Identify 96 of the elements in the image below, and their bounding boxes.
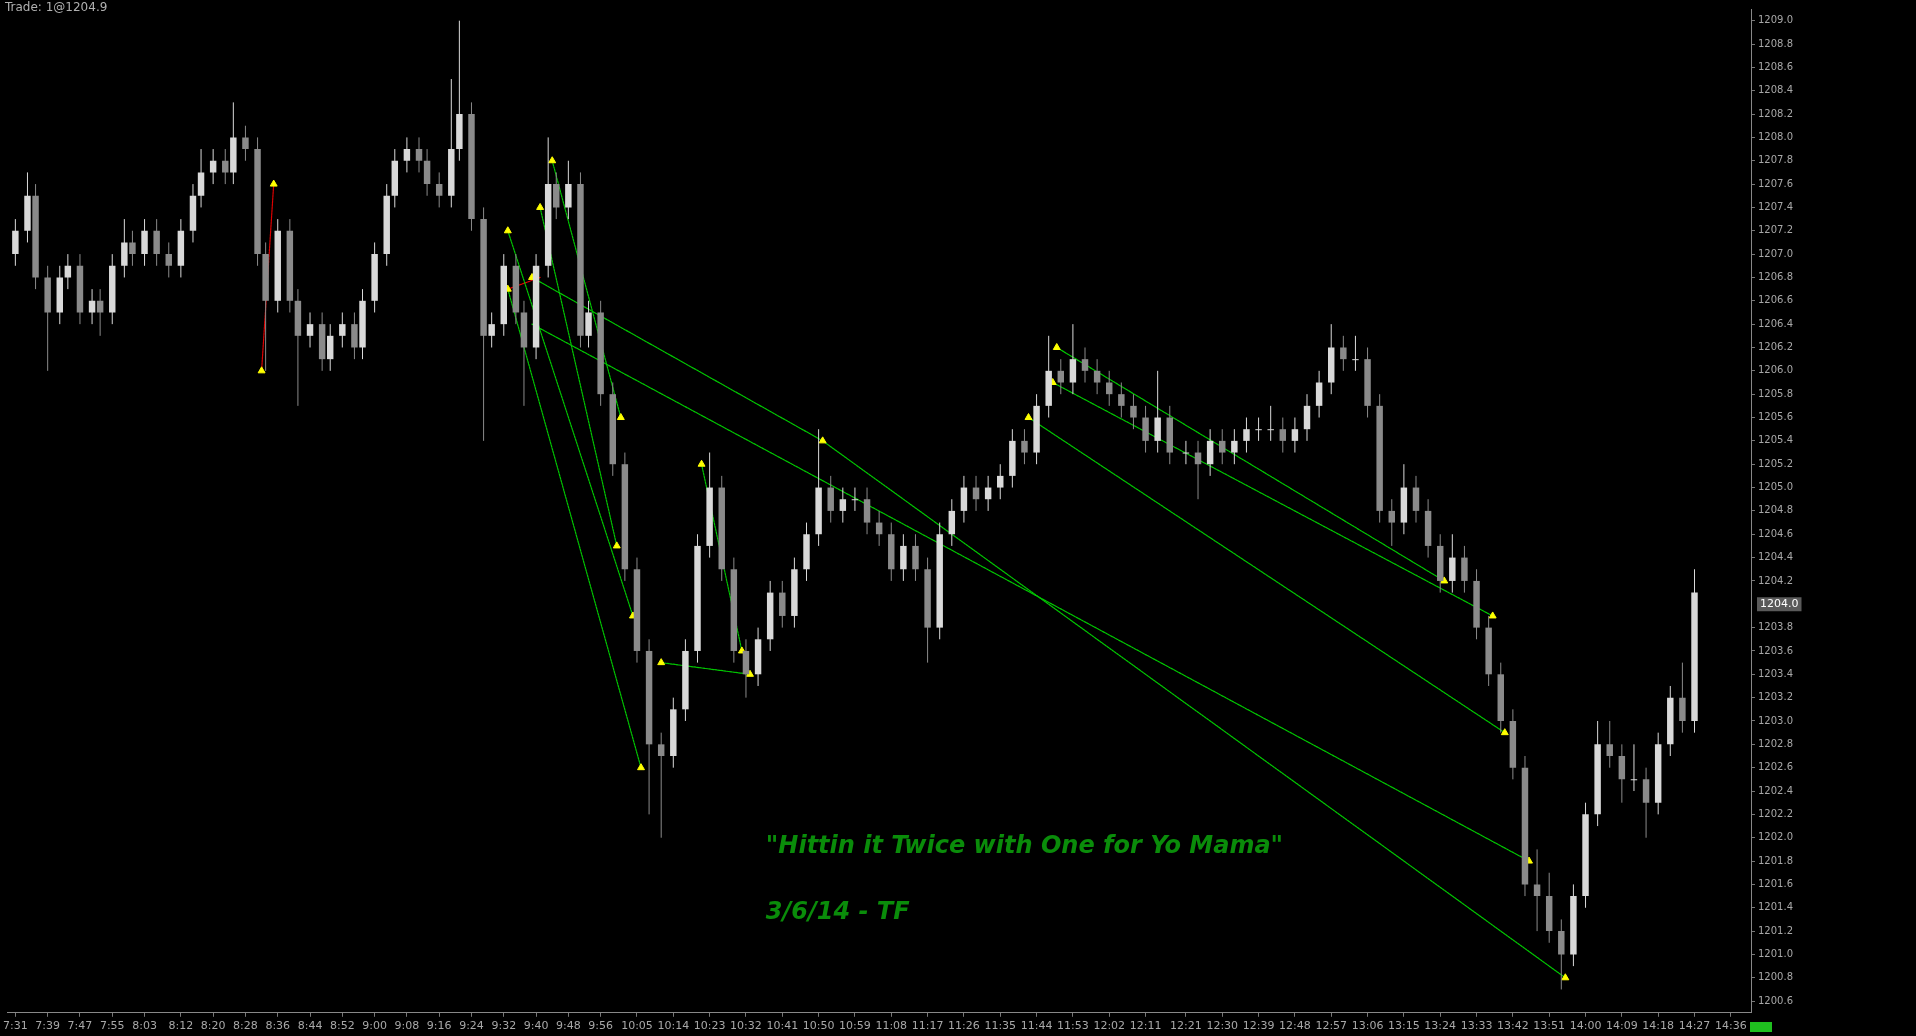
x-tick-label: 7:47 <box>67 1019 93 1033</box>
y-tick-label: 1205.2 <box>1758 457 1794 469</box>
x-tick-label: 11:35 <box>984 1019 1017 1033</box>
y-tick-label: 1204.2 <box>1758 574 1794 586</box>
x-tick-label: 7:55 <box>99 1019 125 1033</box>
y-tick-label: 1208.6 <box>1758 60 1794 72</box>
x-tick-label: 10:23 <box>693 1019 726 1033</box>
annotation: Trade: 1@1204.9 <box>4 0 108 15</box>
x-tick-label: 10:32 <box>730 1019 762 1033</box>
y-tick-label: 1208.0 <box>1758 130 1794 142</box>
y-tick-label: 1201.8 <box>1758 854 1794 866</box>
x-tick-label: 11:17 <box>911 1019 944 1033</box>
x-tick-label: 9:08 <box>394 1019 420 1033</box>
x-tick-label: 7:39 <box>35 1019 61 1033</box>
y-tick-label: 1200.6 <box>1758 994 1794 1006</box>
x-tick-label: 13:33 <box>1460 1019 1493 1033</box>
y-tick-label: 1202.0 <box>1758 831 1794 843</box>
y-tick-label: 1200.8 <box>1758 971 1794 983</box>
x-tick-label: 9:00 <box>362 1019 387 1033</box>
x-tick-label: 13:51 <box>1533 1019 1566 1033</box>
x-tick-label: 11:08 <box>875 1019 908 1033</box>
x-tick-label: 9:24 <box>459 1019 484 1033</box>
text: "Hittin it Twice with One for Yo Mama" <box>765 831 1284 860</box>
x-tick-label: 12:48 <box>1279 1019 1311 1033</box>
x-tick-label: 14:18 <box>1642 1019 1675 1033</box>
y-tick-label: 1206.2 <box>1758 341 1794 353</box>
x-tick-label: 10:05 <box>621 1019 653 1033</box>
x-tick-label: 12:02 <box>1093 1019 1126 1033</box>
x-tick-label: 8:03 <box>132 1019 157 1033</box>
x-tick-label: 8:12 <box>168 1019 194 1033</box>
x-tick-label: 11:26 <box>948 1019 980 1033</box>
y-tick-label: 1202.6 <box>1758 761 1794 773</box>
x-tick-label: 8:52 <box>329 1019 355 1033</box>
x-tick-label: 14:36 <box>1714 1019 1747 1033</box>
y-tick-label: 1201.0 <box>1758 948 1794 960</box>
text: 1204.0 <box>1760 597 1799 611</box>
y-tick-label: 1206.6 <box>1758 294 1794 306</box>
y-tick-label: 1202.8 <box>1758 737 1794 749</box>
x-tick-label: 12:57 <box>1315 1019 1348 1033</box>
y-tick-label: 1206.0 <box>1758 364 1794 376</box>
x-tick-label: 13:42 <box>1497 1019 1529 1033</box>
y-tick-label: 1207.2 <box>1758 224 1794 236</box>
x-tick-label: 8:28 <box>233 1019 258 1033</box>
y-tick-label: 1209.0 <box>1758 14 1794 26</box>
y-tick-label: 1207.6 <box>1758 177 1794 189</box>
y-tick-label: 1201.4 <box>1758 901 1794 913</box>
x-tick-label: 11:44 <box>1020 1019 1053 1033</box>
y-tick-label: 1205.8 <box>1758 387 1794 399</box>
y-tick-label: 1203.2 <box>1758 691 1794 703</box>
y-tick-label: 1208.8 <box>1758 37 1794 49</box>
y-tick-label: 1208.4 <box>1758 84 1794 96</box>
x-tick-label: 9:40 <box>523 1019 549 1033</box>
x-tick-label: 9:16 <box>426 1019 452 1033</box>
x-tick-label: 12:21 <box>1170 1019 1202 1033</box>
x-tick-label: 11:53 <box>1057 1019 1089 1033</box>
y-tick-label: 1204.8 <box>1758 504 1794 516</box>
x-tick-label: 10:50 <box>802 1019 835 1033</box>
y-tick-label: 1206.8 <box>1758 271 1794 283</box>
y-tick-label: 1205.6 <box>1758 411 1794 423</box>
y-tick-label: 1207.8 <box>1758 154 1794 166</box>
x-tick-label: 12:30 <box>1206 1019 1239 1033</box>
x-tick-label: 9:32 <box>491 1019 517 1033</box>
y-tick-label: 1201.6 <box>1758 878 1794 889</box>
y-tick-label: 1203.4 <box>1758 667 1794 679</box>
x-tick-label: 12:39 <box>1242 1019 1275 1033</box>
y-tick-label: 1202.4 <box>1758 784 1794 796</box>
y-tick-label: 1203.8 <box>1758 621 1794 633</box>
x-tick-label: 8:44 <box>297 1019 323 1033</box>
x-tick-label: 10:59 <box>839 1019 871 1033</box>
x-tick-label: 14:09 <box>1605 1019 1638 1033</box>
y-tick-label: 1204.6 <box>1758 527 1794 539</box>
y-tick-label: 1205.0 <box>1758 481 1794 493</box>
y-tick-label: 1207.4 <box>1758 201 1794 213</box>
x-tick-label: 13:24 <box>1424 1019 1457 1033</box>
x-tick-label: 8:36 <box>265 1019 291 1033</box>
x-tick-label: 9:56 <box>588 1019 613 1033</box>
y-tick-label: 1203.6 <box>1758 644 1794 656</box>
x-tick-label: 13:15 <box>1388 1019 1420 1033</box>
y-tick-label: 1202.2 <box>1758 807 1794 819</box>
x-tick-label: 10:41 <box>766 1019 799 1033</box>
x-tick-label: 13:06 <box>1351 1019 1384 1033</box>
y-tick-label: 1208.2 <box>1758 107 1794 119</box>
x-tick-label: 14:00 <box>1569 1019 1602 1033</box>
y-tick-label: 1203.0 <box>1758 714 1794 726</box>
y-tick-label: 1205.4 <box>1758 434 1794 446</box>
y-tick-label: 1206.4 <box>1758 317 1794 329</box>
text: 3/6/14 - TF <box>765 896 911 925</box>
x-tick-label: 9:48 <box>556 1019 581 1033</box>
x-tick-label: 7:31 <box>3 1019 28 1033</box>
y-tick-label: 1207.0 <box>1758 247 1794 259</box>
x-tick-label: 14:27 <box>1678 1019 1711 1033</box>
y-tick-label: 1204.4 <box>1758 551 1794 563</box>
y-tick-label: 1201.2 <box>1758 924 1794 936</box>
x-tick-label: 10:14 <box>657 1019 690 1033</box>
x-tick-label: 12:11 <box>1129 1019 1162 1033</box>
x-tick-label: 8:20 <box>200 1019 226 1033</box>
